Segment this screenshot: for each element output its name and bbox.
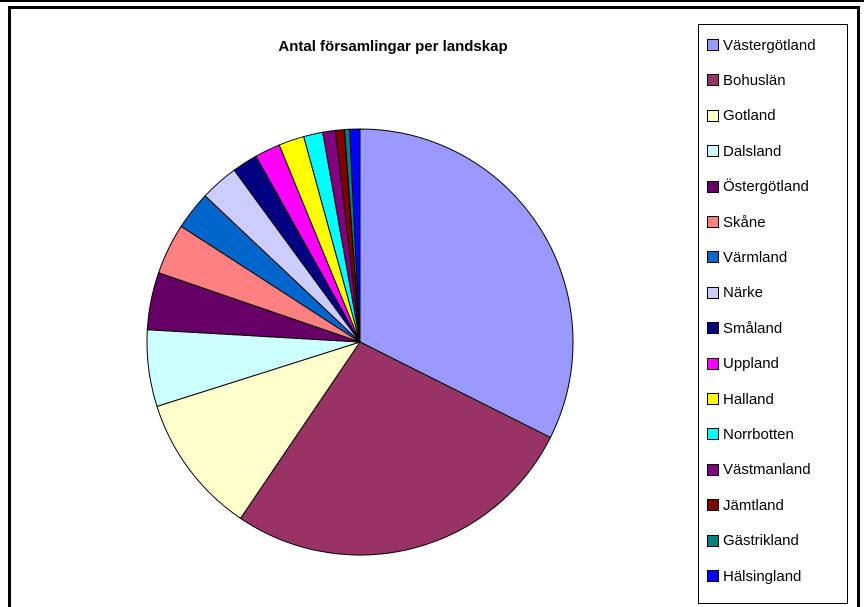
legend-item: Gotland	[707, 106, 776, 126]
legend-swatch	[707, 393, 719, 405]
legend-label: Dalsland	[723, 142, 782, 160]
legend-item: Östergötland	[707, 177, 809, 197]
legend-item: Dalsland	[707, 141, 781, 161]
legend-label: Småland	[723, 319, 783, 337]
legend-label: Hälsingland	[723, 567, 802, 585]
chart-legend: Västergötland Bohuslän Gotland Dalsland Öste…	[698, 24, 848, 604]
legend-label: Halland	[723, 390, 774, 408]
legend-swatch	[707, 216, 719, 228]
legend-item: Närke	[707, 283, 763, 303]
legend-label: Skåne	[723, 213, 766, 231]
legend-item: Västergötland	[707, 35, 816, 55]
legend-item: Jämtland	[707, 495, 784, 515]
pie-slice-1	[239, 341, 552, 556]
legend-swatch	[707, 74, 719, 87]
legend-label: Värmland	[723, 248, 788, 266]
legend-swatch	[707, 109, 719, 122]
legend-item: Norrbotten	[707, 424, 794, 444]
legend-label: Bohuslän	[723, 71, 786, 89]
legend-item: Västmanland	[707, 460, 811, 480]
legend-item: Skåne	[707, 212, 766, 232]
legend-swatch	[707, 322, 719, 335]
legend-label: Gotland	[723, 107, 776, 125]
legend-label: Närke	[723, 284, 764, 302]
legend-swatch	[707, 286, 719, 299]
legend-swatch	[707, 145, 719, 158]
legend-item: Bohuslän	[707, 70, 786, 90]
top-border	[0, 0, 864, 2]
legend-label: Västergötland	[723, 36, 816, 54]
legend-swatch	[707, 251, 719, 264]
legend-label: Västmanland	[723, 461, 811, 479]
legend-item: Småland	[707, 318, 782, 338]
chart-title: Antal församlingar per landskap	[278, 38, 508, 55]
pie-slice-2	[156, 341, 362, 520]
legend-item: Gästrikland	[707, 531, 799, 551]
legend-item: Uppland	[707, 354, 779, 374]
legend-label: Jämtland	[723, 496, 784, 514]
legend-swatch	[707, 180, 719, 193]
legend-swatch	[707, 428, 719, 441]
legend-item: Värmland	[707, 247, 787, 267]
legend-label: Gästrikland	[723, 532, 799, 550]
legend-swatch	[707, 499, 719, 512]
pie-slice-15	[349, 128, 361, 343]
legend-swatch	[707, 534, 719, 547]
legend-swatch	[707, 463, 719, 476]
legend-item: Hälsingland	[707, 566, 801, 586]
legend-label: Norrbotten	[723, 425, 794, 443]
legend-swatch	[707, 570, 719, 582]
legend-item: Halland	[707, 389, 774, 409]
legend-swatch	[707, 39, 719, 51]
legend-swatch	[707, 357, 719, 370]
legend-label: Uppland	[723, 355, 779, 373]
pie-slice-0	[359, 128, 574, 439]
legend-label: Östergötland	[723, 178, 809, 196]
